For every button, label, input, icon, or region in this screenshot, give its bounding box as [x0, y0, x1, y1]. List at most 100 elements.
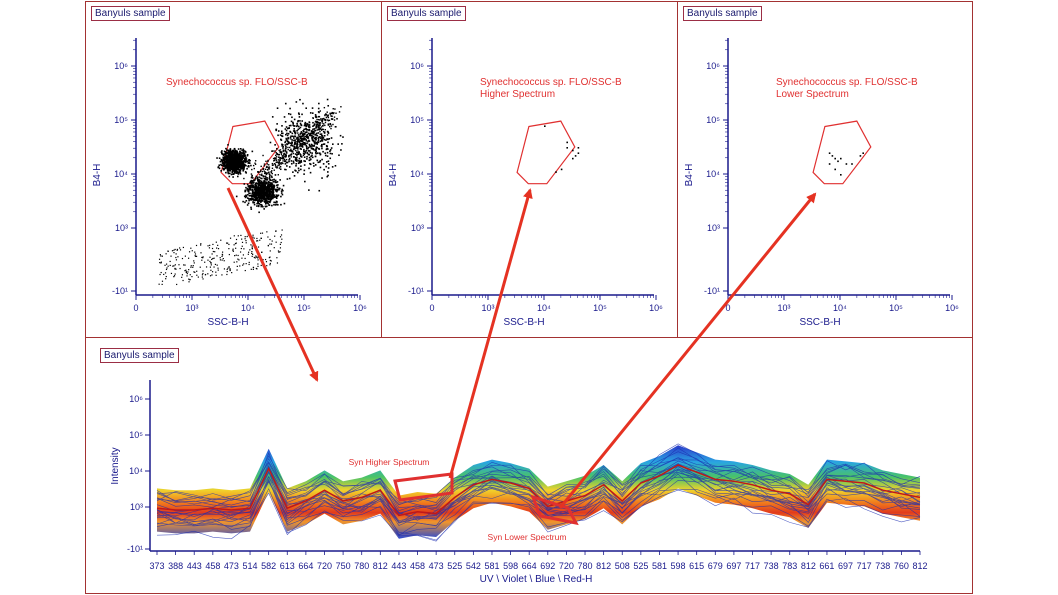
data-point — [253, 198, 255, 201]
data-point — [242, 156, 245, 159]
data-point — [251, 185, 254, 187]
data-point — [332, 108, 334, 110]
data-point — [250, 268, 252, 270]
data-point — [173, 276, 175, 278]
data-point — [236, 167, 239, 169]
data-point — [284, 141, 286, 144]
data-point — [237, 161, 240, 164]
data-point — [250, 197, 253, 200]
data-point — [254, 184, 256, 186]
data-point — [327, 148, 329, 150]
data-point — [304, 123, 306, 125]
data-point — [266, 163, 269, 165]
data-point — [221, 160, 223, 163]
lower-spectrum-gate — [530, 494, 579, 526]
data-point — [179, 267, 181, 270]
data-point — [231, 272, 233, 274]
data-point — [201, 256, 203, 259]
data-point — [275, 194, 278, 196]
data-point — [266, 265, 268, 267]
data-point — [249, 194, 252, 197]
data-point — [274, 158, 277, 160]
data-point — [242, 152, 244, 154]
data-point — [299, 126, 302, 129]
data-point — [577, 152, 580, 154]
data-point — [253, 196, 256, 199]
data-point — [218, 167, 221, 170]
data-point — [299, 139, 302, 142]
data-point — [315, 150, 317, 152]
data-point — [269, 141, 272, 144]
higher-spectrum-gate — [393, 472, 454, 502]
data-point — [271, 176, 273, 179]
data-point — [323, 119, 326, 121]
data-point — [308, 144, 311, 147]
data-point — [222, 156, 224, 159]
data-point — [299, 98, 301, 101]
data-point — [246, 153, 249, 156]
data-point — [321, 158, 323, 161]
data-point — [202, 272, 204, 275]
data-point — [265, 160, 267, 163]
data-point — [327, 171, 329, 173]
data-point — [265, 173, 268, 176]
data-point — [271, 184, 273, 186]
data-point — [279, 134, 282, 136]
data-point — [239, 265, 241, 267]
data-point — [242, 151, 245, 153]
data-point — [244, 201, 246, 204]
data-point — [279, 150, 281, 153]
data-point — [338, 111, 341, 113]
data-point — [555, 171, 557, 173]
data-point — [313, 137, 316, 139]
data-point — [220, 159, 223, 162]
data-point — [297, 149, 299, 151]
x-tick-label: 697 — [838, 561, 853, 571]
data-point — [312, 121, 314, 124]
data-point — [316, 123, 319, 126]
data-point — [275, 196, 278, 199]
data-point — [257, 193, 260, 195]
data-point — [225, 242, 228, 244]
data-point — [341, 143, 343, 145]
data-point — [238, 170, 240, 173]
data-point — [323, 106, 326, 109]
data-point — [288, 177, 291, 180]
data-point — [210, 264, 212, 266]
data-point — [327, 115, 329, 118]
data-point — [267, 236, 269, 238]
data-point — [301, 140, 303, 142]
data-point — [291, 132, 294, 135]
data-point — [219, 257, 221, 259]
data-point — [321, 125, 324, 127]
data-point — [253, 167, 255, 170]
data-point — [322, 118, 324, 120]
data-point — [323, 123, 325, 125]
data-point — [572, 157, 574, 160]
data-point — [227, 172, 230, 175]
data-point — [269, 250, 271, 252]
data-point — [269, 197, 271, 199]
data-point — [305, 127, 307, 130]
data-point — [269, 262, 271, 265]
data-point — [244, 163, 246, 166]
x-tick-label: 679 — [708, 561, 723, 571]
data-point — [273, 186, 275, 189]
data-point — [258, 182, 260, 184]
spectrum-trace — [156, 476, 921, 526]
data-point — [290, 135, 292, 138]
data-point — [312, 125, 314, 127]
spectrum-trace — [156, 451, 921, 506]
data-point — [263, 185, 266, 188]
data-point — [315, 138, 317, 141]
data-point — [280, 152, 283, 154]
data-point — [263, 181, 265, 183]
data-point — [226, 149, 228, 151]
data-point — [321, 122, 324, 124]
data-point — [268, 180, 270, 183]
data-point — [281, 135, 284, 138]
data-point — [233, 170, 235, 172]
data-point — [267, 200, 269, 203]
data-point — [278, 164, 281, 166]
data-point — [316, 120, 318, 123]
